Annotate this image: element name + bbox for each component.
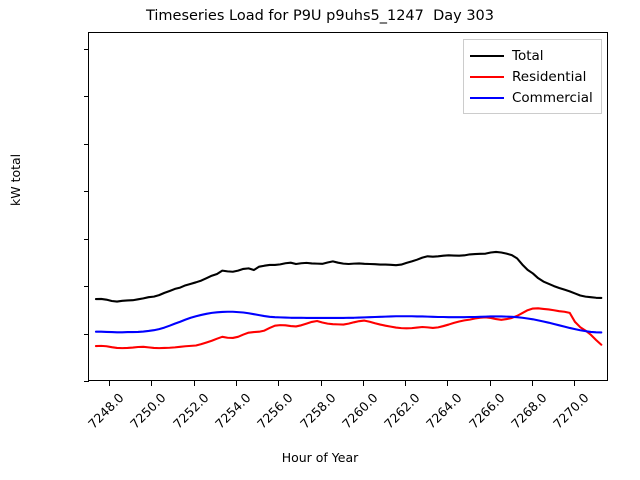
series-line-commercial bbox=[94, 310, 603, 334]
legend-label: Total bbox=[512, 47, 544, 64]
y-tick-mark bbox=[84, 286, 89, 288]
x-tick-mark bbox=[489, 381, 491, 386]
x-tick-mark bbox=[151, 381, 153, 386]
y-tick-mark bbox=[84, 49, 89, 51]
y-tick-mark bbox=[84, 143, 89, 145]
legend-swatch-commercial bbox=[470, 96, 504, 99]
x-tick-mark bbox=[278, 381, 280, 386]
legend-item-total[interactable]: Total bbox=[470, 45, 593, 66]
y-tick-mark bbox=[84, 191, 89, 193]
x-tick-mark bbox=[362, 381, 364, 386]
x-tick-mark bbox=[574, 381, 576, 386]
y-axis-label: kW total bbox=[8, 153, 23, 206]
y-tick-mark bbox=[84, 238, 89, 240]
x-tick-mark bbox=[235, 381, 237, 386]
y-tick-mark bbox=[84, 333, 89, 335]
y-tick-mark bbox=[84, 96, 89, 98]
x-tick-mark bbox=[320, 381, 322, 386]
legend-label: Commercial bbox=[512, 89, 593, 106]
legend-swatch-residential bbox=[470, 75, 504, 78]
x-tick-label: 7248.0 bbox=[85, 390, 127, 432]
x-tick-mark bbox=[531, 381, 533, 386]
series-line-residential bbox=[94, 307, 603, 350]
legend-item-residential[interactable]: Residential bbox=[470, 66, 593, 87]
x-tick-mark bbox=[193, 381, 195, 386]
legend: Total Residential Commercial bbox=[463, 39, 602, 114]
series-lines bbox=[94, 250, 603, 350]
x-tick-mark bbox=[109, 381, 111, 386]
x-tick-mark bbox=[447, 381, 449, 386]
chart-title: Timeseries Load for P9U p9uhs5_1247 Day … bbox=[145, 8, 495, 24]
x-axis-label: Hour of Year bbox=[281, 450, 359, 465]
legend-item-commercial[interactable]: Commercial bbox=[470, 87, 593, 108]
series-line-total bbox=[94, 250, 603, 303]
x-tick-mark bbox=[405, 381, 407, 386]
y-tick-mark bbox=[84, 381, 89, 382]
legend-label: Residential bbox=[512, 68, 587, 85]
legend-swatch-total bbox=[470, 54, 504, 57]
